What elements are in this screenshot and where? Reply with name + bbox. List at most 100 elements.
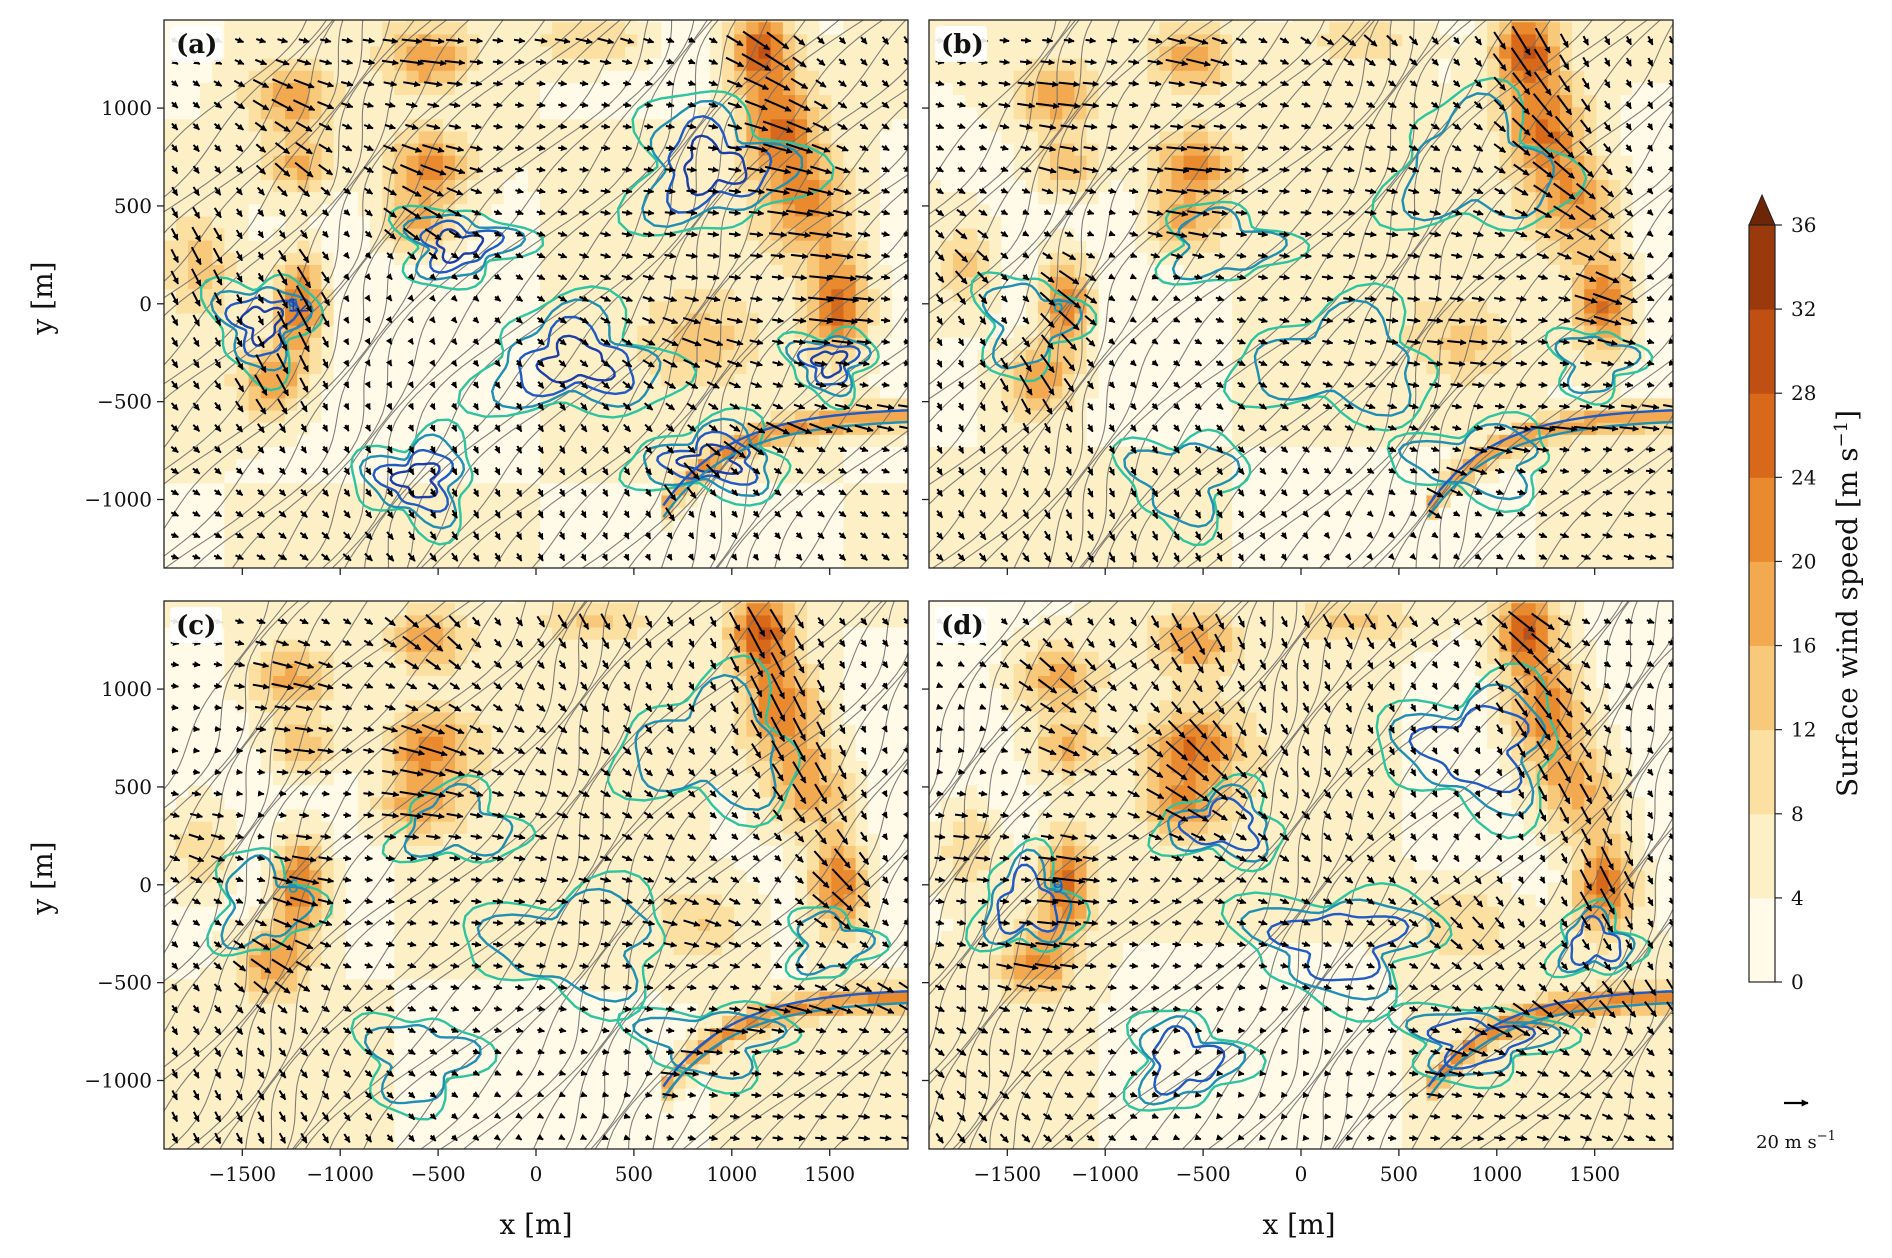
wind-vector	[1128, 80, 1140, 87]
wind-vector	[319, 59, 333, 66]
wind-vector	[429, 381, 436, 389]
wind-vector	[1324, 1113, 1332, 1120]
wind-vector	[364, 833, 374, 840]
wind-vector	[1194, 962, 1203, 969]
wind-vector	[192, 682, 201, 690]
wind-vector	[1602, 467, 1613, 475]
wind-vector	[385, 359, 393, 367]
wind-vector	[362, 37, 376, 44]
wind-vector	[1150, 919, 1161, 926]
wind-vector	[364, 209, 373, 217]
wind-vector	[429, 509, 437, 519]
wind-vector	[1472, 381, 1485, 389]
wind-vector	[1216, 1027, 1224, 1034]
wind-vector	[535, 919, 547, 927]
wind-vector	[493, 123, 503, 130]
streamline	[561, 102, 908, 568]
wind-vector	[300, 400, 308, 413]
wind-vector	[687, 1091, 697, 1099]
wind-vector	[192, 489, 201, 496]
wind-vector	[193, 725, 201, 733]
wind-vector	[1257, 231, 1269, 238]
wind-vector	[340, 80, 354, 87]
wind-vector	[903, 317, 908, 324]
wind-vector	[213, 661, 223, 668]
wind-vector	[600, 144, 611, 152]
wind-vector	[1409, 1134, 1419, 1142]
wind-vector	[1194, 1091, 1202, 1098]
wind-vector	[171, 682, 179, 690]
wind-vector	[170, 228, 179, 241]
wind-vector	[729, 1113, 740, 1120]
wind-vector	[277, 332, 288, 352]
wind-vector	[300, 445, 308, 454]
wind-vector	[1366, 1113, 1375, 1120]
wind-vector	[1364, 274, 1377, 281]
wind-vector	[343, 424, 350, 432]
wind-vector	[235, 250, 243, 262]
wind-vector	[881, 381, 890, 388]
wind-vector	[1042, 37, 1054, 44]
wind-vector	[171, 207, 179, 219]
wind-vector	[707, 231, 720, 238]
wind-vector	[514, 80, 525, 87]
wind-vector	[341, 123, 353, 130]
wind-vector	[1387, 1134, 1397, 1142]
contour-3	[776, 325, 880, 411]
y-tick-label: 1000	[101, 677, 152, 701]
wind-vector	[687, 984, 697, 991]
wind-vector	[322, 380, 329, 390]
wind-vector	[644, 1070, 653, 1077]
wind-vector	[644, 1005, 654, 1013]
wind-vector	[236, 336, 243, 348]
wind-vector	[600, 187, 611, 195]
wind-vector	[1062, 59, 1077, 66]
wind-vector	[272, 78, 294, 89]
wind-vector	[1366, 1091, 1375, 1099]
colorbar-label: Surface wind speed [m s−1]	[1831, 410, 1864, 797]
wind-vector	[192, 101, 201, 109]
wind-vector	[515, 144, 525, 152]
streamline	[420, 20, 864, 568]
wind-vector	[492, 898, 504, 905]
streamline	[709, 272, 908, 568]
wind-vector	[934, 855, 946, 862]
wind-vector	[321, 230, 329, 238]
wind-vector	[623, 1070, 632, 1077]
wind-vector	[429, 531, 437, 541]
wind-vector	[236, 768, 243, 776]
wind-vector	[170, 661, 180, 668]
streamline	[387, 20, 768, 568]
wind-vector	[428, 898, 439, 905]
wind-vector	[536, 984, 546, 991]
wind-vector	[1279, 166, 1290, 173]
wind-vector	[1409, 1113, 1419, 1120]
streamline	[164, 20, 327, 198]
wind-vector	[707, 166, 719, 173]
streamline	[715, 306, 908, 568]
wind-vector	[407, 251, 417, 261]
wind-vector	[1258, 962, 1268, 969]
colorbar-tick-label: 36	[1791, 213, 1816, 237]
wind-vector	[321, 209, 330, 217]
wind-vector	[386, 381, 393, 389]
wind-vector	[1386, 295, 1399, 303]
wind-vector	[406, 855, 418, 862]
wind-vector	[321, 531, 330, 540]
wind-vector	[214, 165, 222, 174]
wind-vector	[1538, 403, 1548, 410]
wind-vector	[236, 790, 244, 797]
wind-vector	[1216, 1048, 1224, 1055]
wind-vector	[295, 141, 313, 155]
wind-vector	[1515, 360, 1528, 367]
wind-vector	[1106, 80, 1119, 87]
wind-vector	[171, 380, 179, 390]
wind-vector	[318, 143, 333, 153]
colorbar-segment	[1749, 729, 1775, 815]
streamline	[331, 20, 713, 568]
wind-vector	[383, 186, 397, 196]
wind-vector	[170, 467, 179, 475]
wind-vector	[1324, 1070, 1332, 1077]
wind-vector	[342, 338, 350, 346]
wind-vector	[999, 58, 1011, 66]
